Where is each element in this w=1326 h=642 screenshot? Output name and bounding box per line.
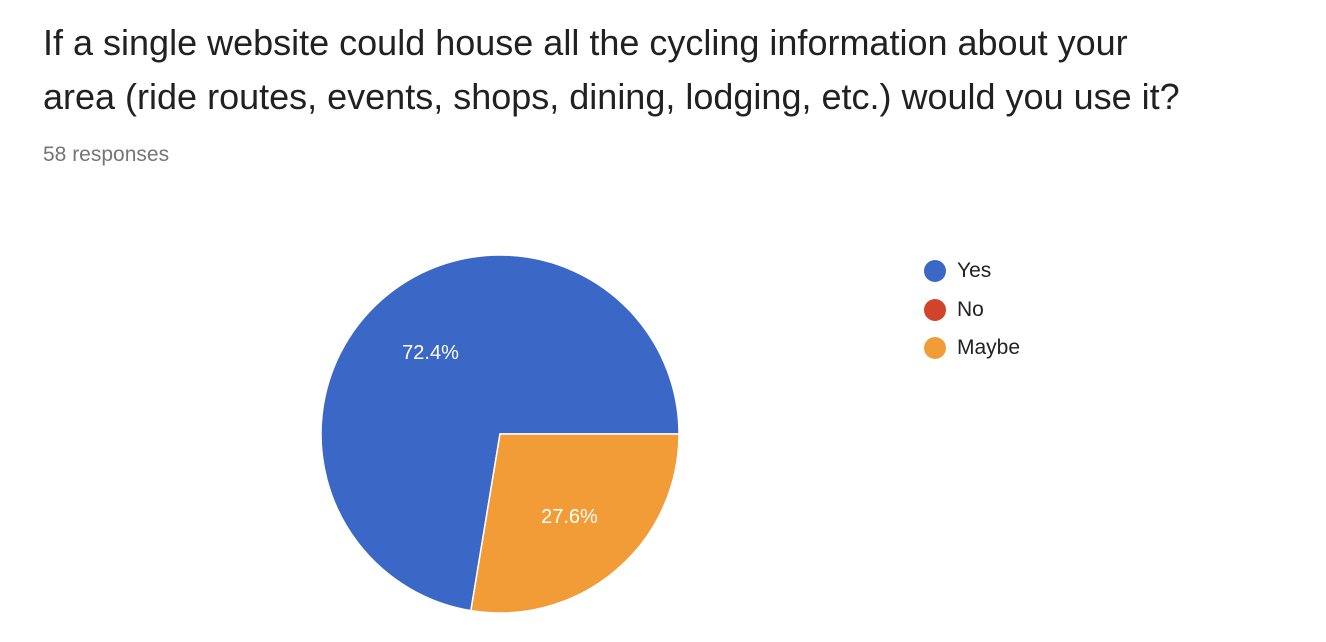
pie-label-maybe: 27.6% (541, 506, 598, 528)
legend-item-maybe[interactable]: Maybe (924, 329, 1020, 368)
legend-swatch-no (924, 298, 946, 321)
pie-slice-maybe[interactable] (470, 433, 680, 614)
response-count: 58 responses (43, 143, 170, 166)
legend-label-maybe: Maybe (957, 336, 1021, 360)
question-title-line-2: area (ride routes, events, shops, dining… (43, 76, 1180, 117)
chart-legend: Yes No Maybe (924, 252, 1020, 368)
pie-label-yes: 72.4% (402, 342, 459, 364)
legend-item-yes[interactable]: Yes (924, 252, 1020, 291)
legend-label-yes: Yes (957, 259, 992, 283)
legend-label-no: No (957, 297, 984, 321)
legend-swatch-maybe (924, 337, 946, 360)
legend-item-no[interactable]: No (924, 291, 1020, 330)
legend-swatch-yes (924, 260, 946, 283)
question-title-line-1: If a single website could house all the … (43, 22, 1128, 63)
question-title: If a single website could house all the … (43, 16, 1313, 124)
pie-slice-yes[interactable] (320, 254, 680, 612)
